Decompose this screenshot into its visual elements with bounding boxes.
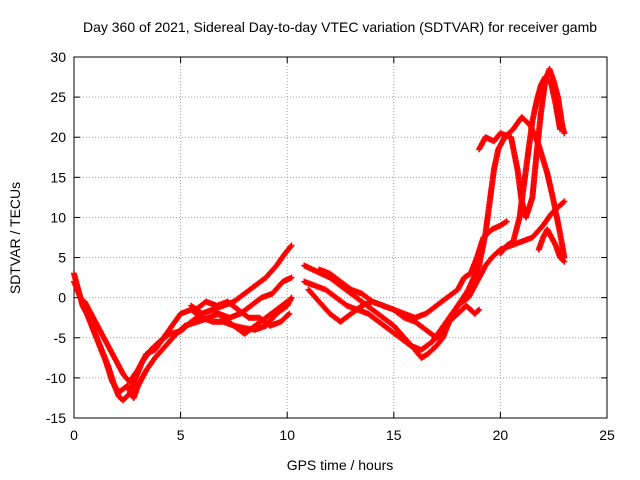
- data-point: [288, 242, 295, 249]
- data-point: [288, 294, 295, 301]
- y-tick-label: 15: [50, 169, 66, 185]
- data-point: [561, 130, 568, 137]
- data-point: [557, 126, 564, 133]
- x-tick-label: 25: [599, 427, 615, 443]
- y-tick-label: -5: [54, 330, 67, 346]
- series-5: [192, 298, 293, 329]
- x-tick-label: 10: [279, 427, 295, 443]
- x-tick-label: 20: [493, 427, 509, 443]
- data-point: [476, 306, 483, 313]
- y-tick-label: 5: [58, 250, 66, 266]
- x-tick-label: 5: [177, 427, 185, 443]
- x-axis-label: GPS time / hours: [287, 457, 394, 473]
- y-tick-label: 30: [50, 49, 66, 65]
- data-point: [561, 198, 568, 205]
- data-point: [503, 218, 510, 225]
- data-point: [284, 298, 291, 305]
- data-point: [561, 258, 568, 265]
- series-7: [301, 198, 568, 353]
- plot-frame: [73, 56, 608, 419]
- data-point: [288, 274, 295, 281]
- y-tick-label: 10: [50, 209, 66, 225]
- series-4: [188, 298, 291, 337]
- data-point: [286, 310, 293, 317]
- series-9: [316, 114, 568, 341]
- data-points: [71, 66, 568, 404]
- y-tick-label: 20: [50, 129, 66, 145]
- series-2: [71, 274, 295, 401]
- x-tick-label: 15: [386, 427, 402, 443]
- series-3: [81, 294, 295, 385]
- y-tick-label: 25: [50, 89, 66, 105]
- y-tick-label: -15: [46, 410, 66, 426]
- series-11: [497, 74, 564, 257]
- y-axis-label: SDTVAR / TECUs: [7, 182, 23, 294]
- y-tick-label: 0: [58, 290, 66, 306]
- axis-ticks: 0 5 10 15 20 25 -15 -10 -5 0 5 10 15 20 25 30: [46, 49, 615, 443]
- chart-title: Day 360 of 2021, Sidereal Day-to-day VTE…: [83, 19, 597, 35]
- y-tick-label: -10: [46, 370, 66, 386]
- series-12: [535, 226, 568, 265]
- x-tick-label: 0: [70, 427, 78, 443]
